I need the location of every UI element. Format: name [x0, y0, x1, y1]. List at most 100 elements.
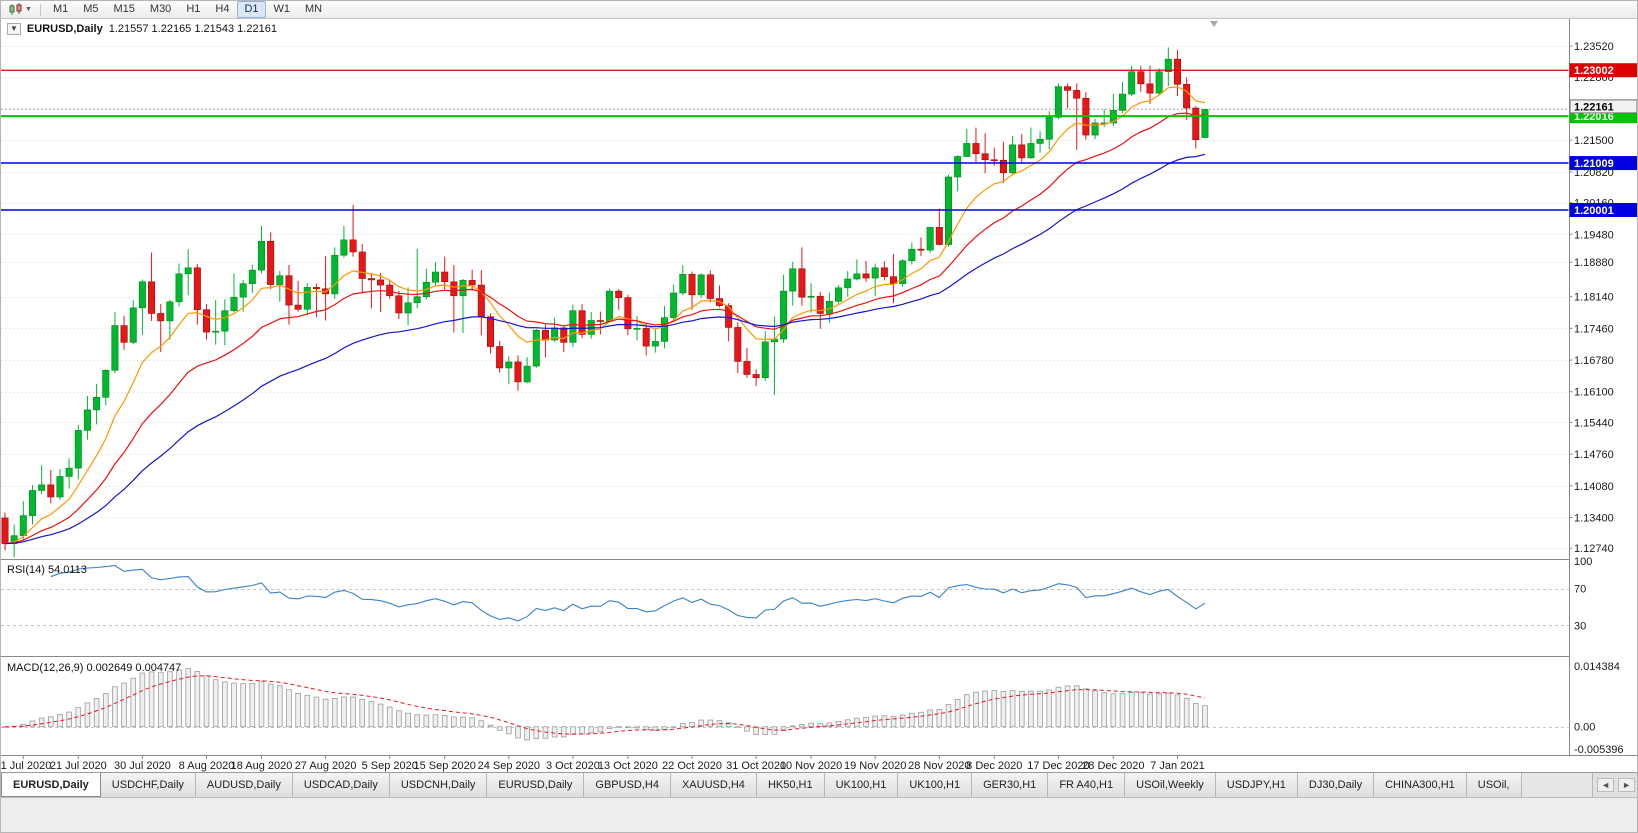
candle-body [633, 328, 641, 330]
candle-body [505, 361, 513, 369]
chart-tab[interactable]: DJ30,Daily [1297, 773, 1375, 797]
macd-histogram-bar [551, 726, 558, 738]
macd-histogram-bar [918, 711, 924, 728]
candle-body [230, 296, 238, 311]
macd-axis-label: 0.00 [1574, 722, 1595, 734]
macd-histogram-bar [982, 690, 988, 728]
chart-ohlc-readout: 1.21557 1.22165 1.21543 1.22161 [108, 23, 277, 35]
macd-histogram-bar [1147, 693, 1153, 728]
chart-tab[interactable]: USDCNH,Daily [389, 773, 488, 797]
macd-histogram-bar [634, 726, 640, 729]
chart-tab[interactable]: HK50,H1 [756, 773, 825, 797]
chart-tab[interactable]: USDCAD,Daily [292, 773, 390, 797]
macd-histogram-bar [1110, 693, 1117, 728]
chart-tab[interactable]: USDCHF,Daily [100, 773, 196, 797]
timeframe-button-m5[interactable]: M5 [83, 3, 99, 15]
x-axis-date-label: 27 Aug 2020 [295, 760, 357, 772]
rsi-axis-label: 100 [1574, 556, 1592, 568]
macd-indicator-label: MACD(12,26,9) 0.002649 0.004747 [7, 662, 181, 674]
macd-histogram-bar [789, 725, 796, 728]
macd-histogram-bar [487, 724, 494, 728]
chart-tab[interactable]: GER30,H1 [972, 773, 1049, 797]
macd-histogram-bar [1037, 690, 1043, 728]
hline-price-label-box[interactable] [1569, 63, 1637, 78]
y-axis-price-label: 1.14080 [1574, 481, 1614, 493]
x-axis-date-label: 24 Sep 2020 [478, 760, 540, 772]
bid-price-label-box[interactable] [1569, 99, 1637, 114]
chart-tab[interactable]: GBPUSD,H4 [584, 773, 671, 797]
chart-tab[interactable]: XAUUSD,H4 [670, 773, 757, 797]
timeframe-button-mn[interactable]: MN [305, 3, 323, 15]
candle-body [331, 254, 339, 295]
tabs-scroll-right-button[interactable]: ► [1618, 778, 1635, 792]
chart-type-button[interactable]: ▼ [5, 3, 35, 16]
macd-histogram-bar [396, 710, 402, 728]
x-axis-date-label: 19 Nov 2020 [844, 760, 906, 772]
chart-tab[interactable]: USOil,Weekly [1125, 773, 1216, 797]
chart-tab[interactable]: USDJPY,H1 [1215, 773, 1298, 797]
rsi-indicator-label: RSI(14) 54.0113 [7, 564, 87, 576]
candle-body [1064, 86, 1072, 91]
hline-price-label-box[interactable] [1569, 156, 1637, 171]
x-axis-date-label: 10 Nov 2020 [780, 760, 842, 772]
chart-background[interactable] [1, 19, 1638, 772]
macd-histogram-bar [377, 703, 384, 728]
macd-histogram-bar [909, 712, 915, 728]
candle-body [917, 248, 925, 251]
timeframe-button-m30[interactable]: M30 [149, 3, 172, 15]
candle-body [312, 287, 320, 290]
candle-body [880, 267, 888, 277]
timeframe-button-h1[interactable]: H1 [186, 3, 201, 15]
macd-histogram-bar [799, 724, 805, 728]
macd-histogram-bar [405, 712, 411, 728]
macd-histogram-bar [1009, 690, 1016, 728]
hline-price-label-box[interactable] [1569, 203, 1637, 218]
timeframe-button-m15[interactable]: M15 [113, 3, 135, 15]
macd-histogram-bar [350, 696, 356, 728]
chart-tab[interactable]: UK100,H1 [898, 773, 973, 797]
chart-tab[interactable]: AUDUSD,Daily [195, 773, 293, 797]
chart-tab[interactable]: FR A40,H1 [1048, 773, 1126, 797]
tabs-scroll-controls: ◄ ► [1592, 773, 1637, 797]
x-axis-date-label: 8 Dec 2020 [966, 760, 1022, 772]
y-axis-price-label: 1.17460 [1574, 323, 1614, 335]
candle-body [102, 369, 110, 398]
chart-tabs-list: EURUSD,Daily USDCHF,Daily AUDUSD,Daily USDC… [1, 773, 1592, 797]
candle-body [212, 330, 220, 333]
candle-body [486, 316, 494, 347]
candle-body [963, 143, 971, 157]
macd-histogram-bar [753, 726, 759, 736]
candle-body [432, 271, 440, 283]
timeframe-button-d1[interactable]: D1 [237, 1, 266, 18]
candle-body [386, 284, 394, 297]
candle-body [651, 341, 659, 347]
macd-histogram-bar [386, 706, 393, 728]
chart-tab[interactable]: CHINA300,H1 [1374, 773, 1467, 797]
candle-body [661, 317, 669, 342]
macd-histogram-bar [121, 682, 127, 728]
candle-body [148, 281, 156, 314]
tabs-scroll-left-button[interactable]: ◄ [1597, 778, 1615, 792]
chart-tab[interactable]: UK100,H1 [824, 773, 899, 797]
collapse-arrow-icon[interactable]: ▼ [7, 23, 21, 35]
candle-body [1146, 83, 1154, 94]
timeframe-button-m1[interactable]: M1 [52, 3, 69, 15]
timeframe-button-h4[interactable]: H4 [215, 3, 230, 15]
candle-body [954, 156, 962, 178]
candle-body [532, 329, 540, 367]
x-axis-date-label: 7 Jan 2021 [1150, 760, 1204, 772]
macd-histogram-bar [945, 704, 952, 728]
candle-body [450, 281, 458, 297]
macd-histogram-bar [240, 683, 246, 728]
macd-histogram-bar [313, 696, 320, 728]
macd-histogram-bar [249, 683, 256, 728]
chart-tab[interactable]: USOil, [1466, 773, 1522, 797]
x-axis-date-label: 28 Nov 2020 [908, 760, 970, 772]
macd-histogram-bar [1193, 703, 1199, 728]
chart-tab[interactable]: EURUSD,Daily [487, 773, 585, 797]
chart-shift-marker[interactable] [1210, 21, 1218, 27]
chart-tab[interactable]: EURUSD,Daily [1, 773, 101, 797]
timeframe-button-w1[interactable]: W1 [273, 3, 291, 15]
macd-histogram-bar [1202, 705, 1208, 728]
